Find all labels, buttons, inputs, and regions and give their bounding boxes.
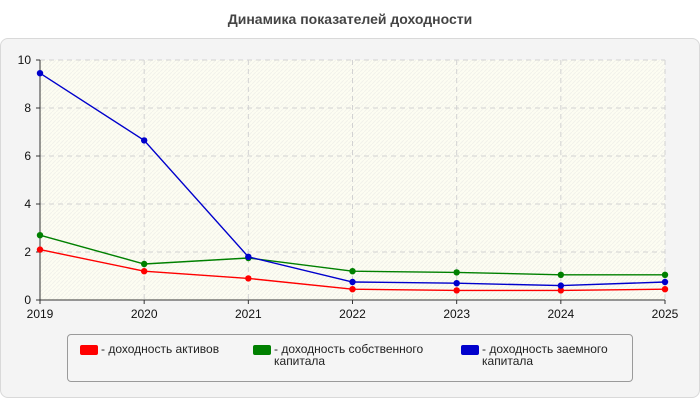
legend-label-debt: - доходность заемного капитала	[482, 342, 608, 368]
data-point-assets	[349, 286, 356, 293]
legend-label-assets: - доходность активов	[101, 342, 220, 356]
y-tick-label: 6	[24, 149, 31, 163]
legend: - доходность активов - доходность собств…	[67, 334, 633, 382]
data-point-debt	[453, 280, 460, 287]
chart-title: Динамика показателей доходности	[227, 11, 473, 27]
x-tick-label: 2022	[339, 307, 366, 321]
data-point-debt	[245, 253, 252, 260]
legend-swatch-equity	[253, 345, 271, 355]
data-point-assets	[36, 246, 44, 253]
data-point-assets	[557, 287, 565, 294]
data-point-debt	[661, 278, 669, 286]
x-tick-label: 2025	[652, 307, 679, 321]
y-tick-label: 0	[24, 293, 31, 307]
legend-swatch-debt	[461, 345, 479, 355]
data-point-equity	[140, 260, 148, 268]
x-tick-label: 2019	[27, 307, 54, 321]
x-tick-label: 2023	[443, 307, 470, 321]
legend-item-equity: - доходность собственного капитала	[253, 343, 448, 367]
y-tick-label: 8	[24, 101, 31, 115]
data-point-assets	[245, 275, 252, 282]
data-point-assets	[661, 286, 669, 293]
legend-swatch-assets	[80, 345, 98, 355]
y-tick-label: 2	[24, 245, 31, 259]
y-tick-label: 4	[24, 197, 31, 211]
x-tick-label: 2021	[235, 307, 262, 321]
data-point-equity	[661, 271, 669, 278]
data-point-equity	[557, 271, 565, 278]
data-point-assets	[140, 268, 148, 275]
y-tick-label: 10	[18, 53, 32, 67]
x-tick-label: 2024	[547, 307, 574, 321]
data-point-assets	[453, 287, 460, 294]
data-point-equity	[453, 269, 460, 276]
data-point-debt	[36, 70, 44, 77]
data-point-equity	[349, 268, 356, 275]
legend-label-equity: - доходность собственного капитала	[274, 342, 424, 368]
data-point-debt	[557, 282, 565, 289]
x-tick-label: 2020	[131, 307, 158, 321]
data-point-debt	[349, 278, 356, 286]
legend-item-debt: - доходность заемного капитала	[461, 343, 626, 367]
legend-item-assets: - доходность активов	[80, 343, 250, 355]
data-point-debt	[140, 137, 148, 144]
data-point-equity	[36, 232, 44, 239]
